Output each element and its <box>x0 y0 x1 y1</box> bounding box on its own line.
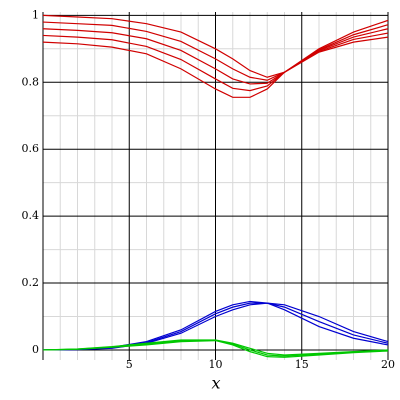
y-tick-label: 0 <box>32 343 39 356</box>
line-series <box>42 14 389 78</box>
line-series <box>42 36 389 98</box>
line-series <box>42 302 389 351</box>
x-tick-label: 20 <box>381 358 395 371</box>
y-tick-label: 0.6 <box>22 142 40 155</box>
line-series <box>42 28 389 85</box>
y-tick-label: 0.4 <box>22 209 40 222</box>
y-tick-label: 0.2 <box>22 276 40 289</box>
x-tick-label: 10 <box>209 358 223 371</box>
line-series <box>42 32 389 92</box>
line-series <box>42 339 389 358</box>
x-tick-label: 5 <box>126 358 133 371</box>
x-tick-label: 15 <box>295 358 309 371</box>
y-tick-label: 1 <box>32 8 39 21</box>
line-series <box>42 21 389 81</box>
y-tick-label: 0.8 <box>22 75 40 88</box>
x-axis-label: x <box>211 374 220 393</box>
